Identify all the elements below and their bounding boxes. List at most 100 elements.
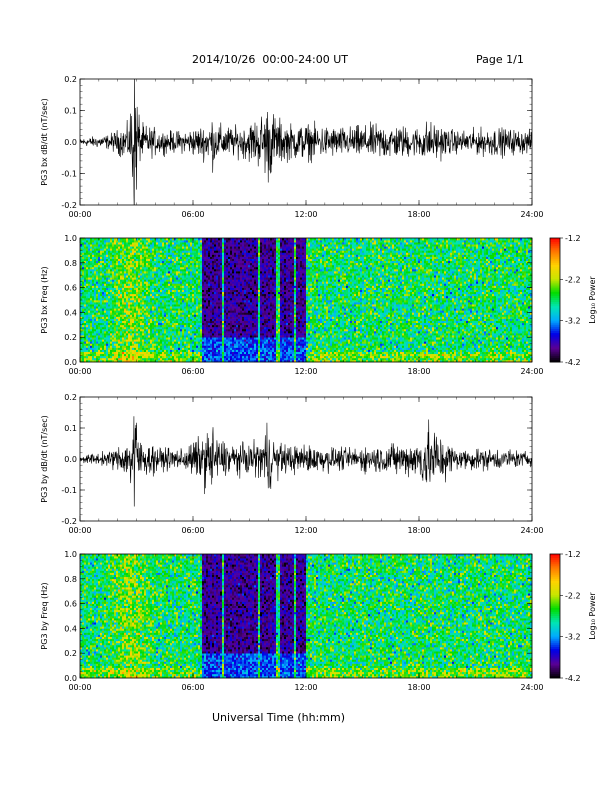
spectrogram-cell [198,353,201,357]
spectrogram-cell [142,242,145,245]
spectrogram-cell [216,262,219,266]
spectrogram-cell [182,355,185,359]
spectrogram-cell [116,260,119,264]
spectrogram-cell [220,337,223,340]
spectrogram-cell [132,331,135,334]
spectrogram-cell [188,306,191,309]
spectrogram-cell [126,297,129,301]
spectrogram-cell [104,295,107,299]
spectrogram-cell [228,262,231,266]
spectrogram-cell [168,238,171,241]
spectrogram-cell [92,339,95,342]
spectrogram-cell [192,242,195,245]
spectrogram-cell [222,331,225,334]
spectrogram-cell [210,302,213,305]
spectrogram-cell [170,295,173,299]
spectrogram-cell [104,291,107,295]
spectrogram-cell [152,285,155,288]
spectrogram-cell [172,337,175,340]
spectrogram-cell [154,355,157,359]
spectrogram-cell [128,347,131,350]
spectrogram-cell [164,260,167,264]
spectrogram-cell [116,242,119,245]
spectrogram-cell [102,293,105,297]
spectrogram-cell [126,306,129,309]
spectrogram-cell [192,279,195,282]
spectrogram-cell [154,335,157,338]
spectrogram-cell [182,246,185,249]
spectrogram-cell [212,312,215,315]
spectrogram-cell [212,302,215,305]
spectrogram-cell [172,250,175,253]
spectrogram-cell [100,240,103,243]
spectrogram-cell [150,248,153,251]
spectrogram-cell [114,347,117,350]
spectrogram-cell [240,339,243,342]
spectrogram-cell [166,283,169,286]
spectrogram-cell [218,306,221,309]
spectrogram-cell [140,291,143,295]
spectrogram-cell [174,302,177,305]
spectrogram-cell [224,271,227,274]
spectrogram-cell [180,357,183,361]
spectrogram-cell [138,310,141,313]
spectrogram-cell [122,244,125,247]
spectrogram-cell [166,339,169,342]
spectrogram-cell [166,295,169,299]
spectrogram-cell [138,300,141,303]
spectrogram-cell [156,240,159,243]
spectrogram-cell [226,269,229,272]
spectrogram-cell [124,252,127,255]
spectrogram-cell [162,260,165,264]
spectrogram-cell [216,250,219,253]
spectrogram-cell [114,295,117,299]
spectrogram-cell [154,326,157,330]
spectrogram-cell [156,355,159,359]
spectrogram-cell [124,335,127,338]
spectrogram-cell [120,262,123,266]
spectrogram-cell [204,302,207,305]
spectrogram-cell [170,238,173,241]
spectrogram-cell [86,322,89,326]
spectrogram-cell [136,322,139,326]
spectrogram-cell [144,357,147,361]
spectrogram-cell [208,244,211,247]
spectrogram-cell [156,347,159,350]
spectrogram-cell [112,291,115,295]
spectrogram-cell [168,341,171,344]
spectrogram-cell [234,335,237,338]
spectrogram-cell [102,271,105,274]
spectrogram-cell [220,248,223,251]
spectrogram-cell [172,283,175,286]
spectrogram-cell [200,326,203,330]
spectrogram-cell [182,289,185,293]
spectrogram-cell [186,242,189,245]
spectrogram-cell [158,339,161,342]
spectrogram-cell [94,254,97,257]
spectrogram-cell [176,281,179,284]
spectrogram-cell [100,320,103,324]
spectrogram-cell [82,283,85,286]
spectrogram-cell [230,316,233,319]
spectrogram-cell [118,304,121,307]
spectrogram-cell [180,349,183,352]
spectrogram-cell [102,246,105,249]
spectrogram-cell [204,349,207,352]
spectrogram-cell [154,281,157,284]
spectrogram-cell [102,308,105,311]
spectrogram-cell [166,271,169,274]
spectrogram-cell [218,331,221,334]
spectrogram-cell [200,287,203,290]
spectrogram-cell [160,341,163,344]
spectrogram-cell [184,295,187,299]
spectrogram-cell [138,264,141,268]
spectrogram-cell [202,324,205,328]
spectrogram-cell [212,287,215,290]
spectrogram-cell [140,295,143,299]
spectrogram-cell [226,266,229,270]
spectrogram-cell [172,279,175,282]
spectrogram-cell [148,326,151,330]
spectrogram-cell [98,262,101,266]
spectrogram-cell [164,349,167,352]
spectrogram-cell [196,269,199,272]
